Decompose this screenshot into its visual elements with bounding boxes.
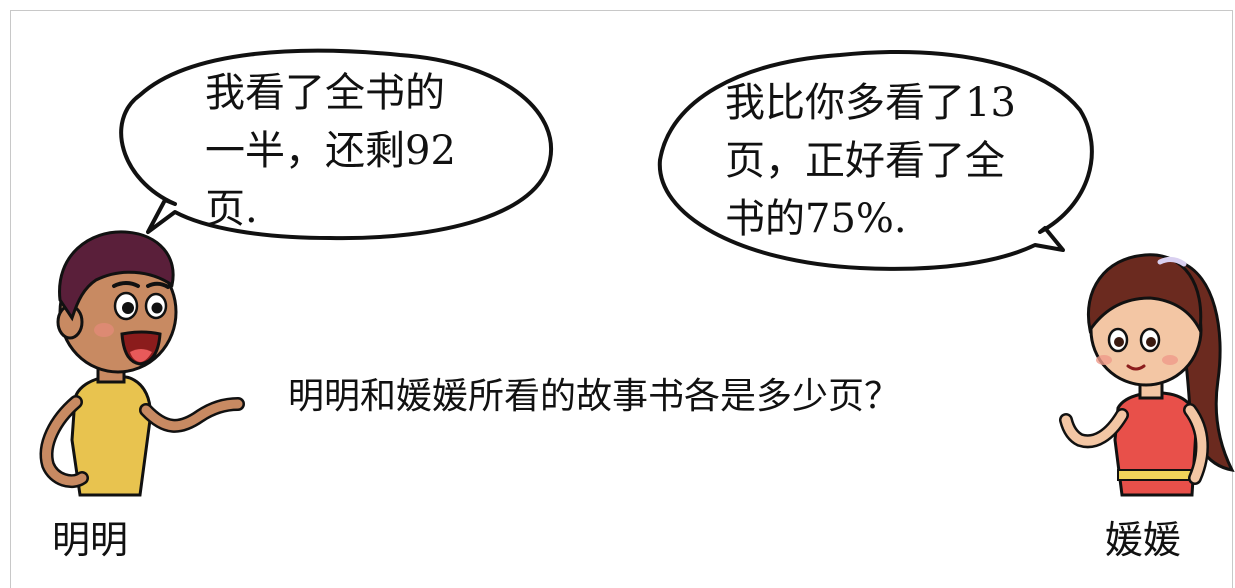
girl-character xyxy=(1059,253,1235,497)
right-speech-line-1: 我比你多看了13 xyxy=(725,80,1016,126)
girl-hair xyxy=(1087,253,1203,336)
boy-character xyxy=(39,230,245,497)
right-speech-line-3: 书的75%. xyxy=(725,196,907,242)
girl-name-label: 媛媛 xyxy=(1105,518,1182,562)
problem-question: 明明和媛媛所看的故事书各是多少页？ xyxy=(288,376,901,417)
boy-name-label: 明明 xyxy=(52,518,129,562)
image-frame xyxy=(10,10,1233,588)
boy-mouth xyxy=(120,330,162,366)
boy-hair xyxy=(58,230,175,322)
left-speech-line-3: 页. xyxy=(205,186,258,232)
right-speech-text: 我比你多看了13 页，正好看了全 书的75%. xyxy=(725,74,1016,248)
left-speech-line-2: 一半，还剩92 xyxy=(205,128,456,174)
right-speech-bubble xyxy=(657,50,1094,271)
left-speech-line-1: 我看了全书的 xyxy=(205,70,445,116)
left-speech-bubble xyxy=(119,48,554,241)
left-speech-text: 我看了全书的 一半，还剩92 页. xyxy=(205,64,456,238)
right-speech-line-2: 页，正好看了全 xyxy=(725,138,1005,184)
